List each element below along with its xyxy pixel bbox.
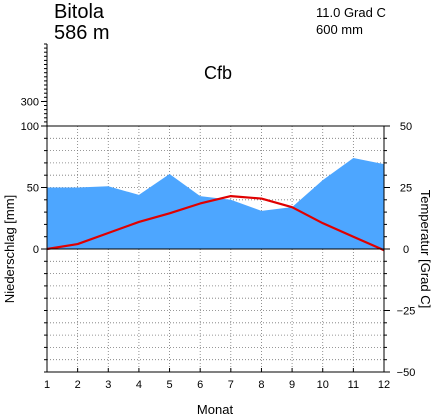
x-tick-label: 11	[348, 379, 359, 391]
x-tick-label: 3	[105, 379, 111, 391]
y-axis-left-label: Niederschlag [mm]	[2, 195, 17, 303]
precipitation-area	[47, 157, 384, 249]
x-tick-label: 7	[228, 379, 234, 391]
x-tick-label: 5	[166, 379, 172, 391]
y-tick-label-left: 300	[21, 97, 39, 109]
station-name: Bitola	[54, 1, 105, 23]
y-tick-label-left: 100	[21, 121, 39, 133]
y-tick-label-left: 0	[33, 244, 39, 256]
y-tick-label-right: 0	[403, 244, 409, 256]
x-tick-label: 10	[317, 379, 329, 391]
annual-temperature: 11.0 Grad C	[316, 5, 386, 20]
x-tick-label: 1	[44, 379, 50, 391]
y-tick-label-right: −25	[397, 306, 416, 318]
y-tick-label-left: 50	[27, 183, 39, 195]
annual-precipitation: 600 mm	[316, 22, 363, 37]
y-tick-label-right: −50	[397, 367, 416, 379]
y-tick-label-right: 25	[400, 183, 412, 195]
x-tick-label: 9	[289, 379, 295, 391]
precipitation-area-fill	[47, 157, 384, 249]
station-elevation: 586 m	[54, 22, 110, 44]
x-tick-label: 8	[258, 379, 264, 391]
x-tick-label: 12	[378, 379, 390, 391]
temperature-line	[46, 195, 385, 252]
y-axis-right-label: Temperatur [Grad C]	[418, 190, 433, 309]
climate-class: Cfb	[204, 63, 233, 83]
y-tick-label-right: 50	[400, 121, 412, 133]
x-tick-label: 4	[136, 379, 142, 391]
x-tick-label: 6	[197, 379, 203, 391]
x-tick-label: 2	[75, 379, 81, 391]
x-axis-label: Monat	[197, 402, 234, 416]
